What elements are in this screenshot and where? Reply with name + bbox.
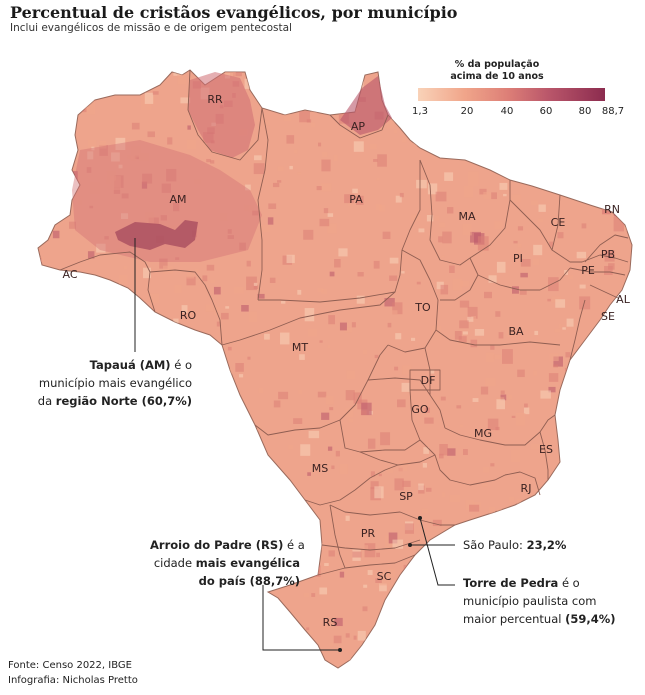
- tapaua-text3a: da: [37, 394, 56, 408]
- state-label-sc: SC: [377, 570, 392, 583]
- state-label-ms: MS: [312, 462, 328, 475]
- state-label-pr: PR: [361, 527, 376, 540]
- state-label-pb: PB: [601, 248, 615, 261]
- arroio-text1: é a: [283, 538, 305, 552]
- state-label-ba: BA: [508, 325, 524, 338]
- state-label-rr: RR: [207, 93, 223, 106]
- state-label-to: TO: [414, 301, 431, 314]
- torre-text2: município paulista com: [463, 594, 597, 608]
- legend-title-line2: acima de 10 anos: [450, 71, 544, 82]
- legend-tick-max: 88,7: [601, 106, 625, 117]
- state-label-al: AL: [616, 293, 631, 306]
- state-label-ma: MA: [458, 210, 475, 223]
- legend-color-scale: [418, 88, 605, 101]
- am-region-shade: [72, 140, 262, 262]
- sao-paulo-marker: [408, 543, 412, 547]
- state-borders: [59, 69, 629, 576]
- state-label-pe: PE: [581, 264, 595, 277]
- ap-region-shade: [340, 76, 392, 135]
- torre-leader-line: [419, 517, 455, 586]
- torre-note: Torre de Pedra é o município paulista co…: [463, 574, 616, 628]
- state-label-ce: CE: [551, 216, 566, 229]
- arroio-text2a: cidade: [153, 556, 196, 570]
- state-label-rs: RS: [323, 616, 338, 629]
- tapaua-name: Tapauá (AM): [89, 358, 171, 372]
- state-label-go: GO: [411, 403, 429, 416]
- legend-tick-40: 40: [500, 106, 514, 117]
- source-note: Fonte: Censo 2022, IBGE: [8, 660, 132, 671]
- torre-text3a: maior percentual: [463, 612, 566, 626]
- legend-tick-60: 60: [539, 106, 553, 117]
- sao-paulo-note: São Paulo: 23,2%: [463, 536, 566, 554]
- legend-title: % da população acima de 10 anos: [437, 59, 557, 83]
- arroio-text3: do país (88,7%): [198, 574, 300, 588]
- annotation-leader-lines: [134, 238, 455, 651]
- state-label-ac: AC: [62, 268, 77, 281]
- state-label-ro: RO: [180, 309, 197, 322]
- torre-marker: [418, 516, 422, 520]
- state-label-ap: AP: [351, 120, 366, 133]
- state-label-df: DF: [421, 374, 436, 387]
- state-label-sp: SP: [399, 490, 413, 503]
- tapaua-text2: município mais evangélico: [38, 376, 192, 390]
- credit-note: Infografia: Nicholas Pretto: [8, 675, 138, 686]
- tapaua-note: Tapauá (AM) é o município mais evangélic…: [38, 356, 192, 410]
- tapaua-area: [115, 220, 198, 250]
- legend-tick-80: 80: [578, 106, 592, 117]
- arroio-name: Arroio do Padre (RS): [150, 538, 284, 552]
- legend-title-line1: % da população: [454, 59, 540, 70]
- figure-title: Percentual de cristãos evangélicos, por …: [10, 3, 458, 22]
- state-label-rj: RJ: [521, 482, 532, 495]
- arroio-marker: [338, 648, 342, 652]
- state-label-mt: MT: [292, 341, 308, 354]
- legend-tick-20: 20: [460, 106, 474, 117]
- state-label-rn: RN: [604, 203, 620, 216]
- state-label-se: SE: [601, 310, 615, 323]
- torre-name: Torre de Pedra: [463, 576, 559, 590]
- tapaua-text1: é o: [170, 358, 192, 372]
- state-label-mg: MG: [474, 427, 492, 440]
- state-label-am: AM: [169, 193, 186, 206]
- arroio-text2b: mais evangélica: [195, 556, 300, 570]
- state-label-pi: PI: [513, 252, 523, 265]
- torre-text3b: (59,4%): [565, 612, 616, 626]
- figure-subtitle: Inclui evangélicos de missão e de origem…: [10, 22, 292, 34]
- state-label-pa: PA: [349, 193, 363, 206]
- sao-paulo-value: 23,2%: [526, 538, 567, 552]
- torre-text1: é o: [558, 576, 580, 590]
- state-label-es: ES: [539, 443, 553, 456]
- rr-region-shade: [188, 72, 255, 158]
- arroio-leader-line: [262, 585, 340, 651]
- legend-tick-min: 1,3: [412, 106, 428, 117]
- arroio-note: Arroio do Padre (RS) é a cidade mais eva…: [150, 536, 305, 590]
- tapaua-text3b: região Norte (60,7%): [55, 394, 192, 408]
- sao-paulo-text: São Paulo:: [463, 538, 527, 552]
